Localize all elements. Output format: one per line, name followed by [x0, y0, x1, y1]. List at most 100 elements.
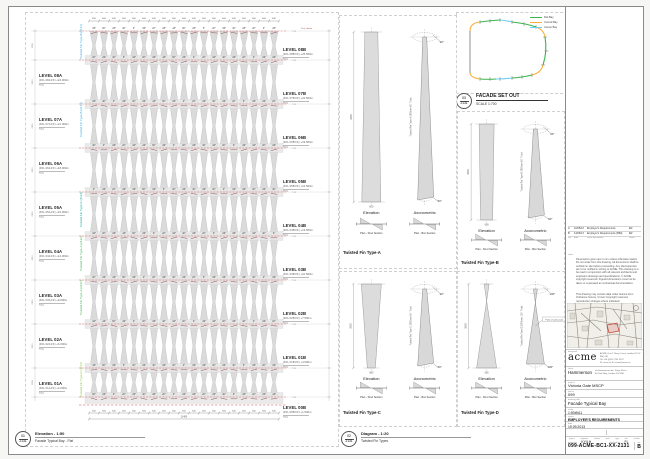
svg-text:Plan - Box Section: Plan - Box Section — [525, 247, 547, 251]
svg-text:Axonometric: Axonometric — [414, 210, 436, 215]
view-circle-3: 03 2131 — [456, 93, 472, 109]
svg-text:-60°: -60° — [162, 28, 166, 30]
title-block: A 10/05/13 Employer's Requirements ER B 14/06… — [565, 6, 644, 455]
svg-text:60°: 60° — [438, 199, 442, 203]
north-symbol — [633, 305, 639, 311]
level-datum: (FFL 02A FF) +6.000m — [39, 342, 68, 346]
svg-text:100°: 100° — [549, 292, 555, 296]
scale-label: scale — [568, 409, 574, 411]
view-circle-2: 02 2131 — [341, 431, 357, 447]
legend-entry: Curved Bay — [530, 20, 558, 25]
svg-text:-60°: -60° — [142, 365, 146, 367]
svg-text:TOS: TOS — [292, 324, 297, 326]
svg-text:90°: 90° — [440, 40, 444, 44]
svg-text:-60°: -60° — [232, 189, 236, 191]
svg-text:0°: 0° — [243, 101, 245, 103]
job-number-label: job no — [568, 391, 574, 393]
view-caption-2: 02 2131 Diagram - 1:20 Twisted Fin Types — [341, 431, 471, 447]
legend-swatch — [530, 21, 542, 24]
svg-text:20°: 20° — [272, 101, 276, 103]
drawing-title-label: drawing title — [568, 399, 580, 401]
setout-legend: Flat Bay Curved Bay Corner Bay — [530, 15, 558, 30]
level-name: LEVEL 06A — [39, 161, 63, 166]
svg-text:-60°: -60° — [112, 365, 116, 367]
svg-text:-60°: -60° — [152, 321, 156, 323]
svg-text:Axonometric: Axonometric — [524, 228, 546, 233]
level-marker: LEVEL 07A (FFL 07A FF) +21.000m TOS — [39, 117, 99, 131]
level-marker: LEVEL 02A (FFL 02A FF) +6.000m TOS — [39, 337, 99, 351]
svg-text:TOS: TOS — [292, 192, 297, 194]
svg-text:-60°: -60° — [92, 233, 96, 235]
level-tos: TOS — [39, 127, 65, 131]
svg-text:Plan - Strut Section: Plan - Strut Section — [360, 395, 383, 399]
svg-text:0°: 0° — [123, 365, 125, 367]
svg-text:600: 600 — [142, 18, 146, 20]
general-notes: Dimensions given are in mm unless otherw… — [576, 258, 639, 285]
client-sub-2: 90 York Way, London N1 9GE — [594, 373, 624, 376]
code-field-label: originator — [580, 438, 589, 440]
svg-text:-60°: -60° — [222, 28, 226, 30]
svg-text:600: 600 — [485, 224, 490, 227]
svg-text:20°: 20° — [232, 277, 236, 279]
svg-text:600: 600 — [272, 18, 276, 20]
svg-text:60°: 60° — [102, 365, 106, 367]
svg-text:600: 600 — [262, 411, 266, 413]
svg-text:20°: 20° — [142, 57, 146, 59]
svg-text:0°: 0° — [153, 233, 155, 235]
svg-text:TOS: TOS — [292, 397, 297, 399]
svg-text:2850: 2850 — [32, 211, 34, 217]
svg-text:-60°: -60° — [132, 145, 136, 147]
level-name: LEVEL 08B — [283, 47, 307, 52]
code-field-label: level — [605, 438, 610, 440]
fin-type-caption: Twisted Fin Type-A — [343, 250, 381, 255]
level-datum: (FFL 01B FF) +4.500m — [283, 360, 312, 364]
level-tos: TOS — [283, 189, 309, 193]
level-datum: (FFL 04B FF) +13.500m — [283, 228, 313, 232]
svg-text:20°: 20° — [242, 57, 246, 59]
svg-text:Plan - Box Section: Plan - Box Section — [525, 395, 547, 399]
svg-text:Elevation: Elevation — [478, 376, 494, 381]
level-marker: LEVEL 02B (FFL 02B FF) +7.500m TOS — [283, 311, 343, 325]
svg-text:Elevation: Elevation — [363, 210, 379, 215]
svg-text:40°: 40° — [272, 189, 276, 191]
svg-text:TOS: TOS — [292, 280, 297, 282]
date-label: date — [568, 423, 573, 425]
svg-text:0°: 0° — [233, 394, 235, 396]
level-marker: LEVEL 06B (FFL 06B FF) +19.500m TOS — [283, 135, 343, 149]
svg-text:-60°: -60° — [232, 57, 236, 59]
svg-text:-60°: -60° — [192, 365, 196, 367]
fin-type-annotation: Twisted Fin Type-D (2131) — [79, 361, 83, 397]
svg-text:0°: 0° — [143, 277, 145, 279]
client-label: client — [568, 368, 574, 370]
level-name: LEVEL 02B — [283, 311, 307, 316]
view-ref: 2131 — [345, 439, 353, 444]
svg-text:2850: 2850 — [465, 323, 468, 329]
svg-text:2850: 2850 — [32, 343, 34, 349]
svg-text:600: 600 — [102, 18, 106, 20]
drawing-code: 099-ACME-BC1-XX-2131 — [568, 442, 630, 449]
svg-text:0°: 0° — [163, 189, 165, 191]
svg-text:11400: 11400 — [181, 416, 188, 419]
level-marker: LEVEL 04A (FFL 04A FF) +12.000m TOS — [39, 249, 99, 263]
svg-text:600: 600 — [202, 411, 206, 413]
svg-text:20°: 20° — [192, 101, 196, 103]
svg-text:-60°: -60° — [242, 145, 246, 147]
svg-text:-60°: -60° — [232, 233, 236, 235]
svg-text:20°: 20° — [232, 101, 236, 103]
svg-text:600: 600 — [192, 18, 196, 20]
svg-text:-60°: -60° — [222, 365, 226, 367]
svg-text:-60°: -60° — [202, 101, 206, 103]
svg-text:600: 600 — [272, 411, 276, 413]
code-field-label: role — [624, 438, 628, 440]
svg-text:TOS: TOS — [292, 31, 297, 33]
level-datum: (FFL 03A FF) +9.000m — [39, 298, 68, 302]
level-name: LEVEL 02A — [39, 337, 63, 342]
svg-text:-20°: -20° — [162, 57, 166, 59]
fin-type-caption: Twisted Fin Type-C — [343, 410, 381, 415]
svg-text:0°: 0° — [133, 321, 135, 323]
svg-text:600: 600 — [369, 206, 374, 209]
job-number-row: job no 099 — [566, 389, 643, 397]
svg-text:Plan - Box Section: Plan - Box Section — [414, 395, 436, 399]
svg-text:20°: 20° — [152, 277, 156, 279]
revision-table: A 10/05/13 Employer's Requirements ER B 14/06… — [568, 226, 641, 240]
